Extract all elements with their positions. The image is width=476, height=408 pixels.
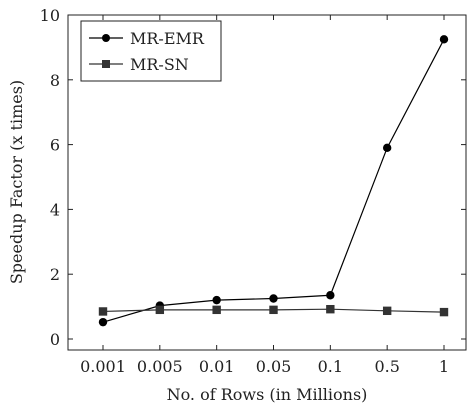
- plot-frame: [67, 14, 467, 351]
- legend-marker-mr-sn: [102, 60, 110, 68]
- y-tick-label: 4: [50, 200, 60, 219]
- x-tick-label: 0.5: [374, 357, 399, 376]
- data-point-mr-emr: [98, 317, 108, 327]
- legend-label-mr-emr: MR-EMR: [130, 29, 205, 48]
- data-point-mr-emr: [439, 35, 449, 44]
- data-point-mr-sn: [155, 305, 165, 315]
- x-tick-label: 0.1: [318, 357, 343, 376]
- y-axis-title: Speedup Factor (x times): [7, 80, 26, 284]
- y-tick-label: 10: [40, 6, 60, 25]
- y-tick-label: 8: [50, 71, 60, 90]
- y-axis: 0 2 4 6 8 10: [40, 6, 466, 349]
- legend: MR-EMR MR-SN: [80, 20, 222, 82]
- series-line-mr-emr: [102, 39, 445, 323]
- data-point-mr-sn: [98, 307, 108, 316]
- y-tick-label: 0: [50, 330, 60, 349]
- data-point-mr-emr: [269, 294, 278, 303]
- legend-entry-mr-emr: MR-EMR: [89, 29, 205, 48]
- x-tick-label: 0.01: [199, 357, 235, 376]
- x-tick-label: 0.005: [137, 357, 183, 376]
- legend-label-mr-sn: MR-SN: [130, 55, 189, 74]
- x-axis-title: No. of Rows (in Millions): [167, 385, 368, 404]
- data-point-mr-sn: [382, 306, 392, 316]
- x-axis: 0.001 0.005 0.01 0.05 0.1 0.5 1: [80, 15, 449, 376]
- data-point-mr-emr: [212, 295, 221, 305]
- legend-box: [80, 20, 222, 82]
- data-point-mr-sn: [269, 305, 278, 315]
- series-layer: [98, 35, 449, 327]
- data-point-mr-sn: [439, 307, 449, 317]
- x-tick-label: 0.001: [80, 357, 126, 376]
- data-point-mr-sn: [326, 304, 335, 314]
- data-point-mr-emr: [382, 143, 392, 153]
- y-tick-label: 6: [50, 136, 60, 155]
- legend-entry-mr-sn: MR-SN: [89, 55, 189, 74]
- data-point-mr-sn: [212, 305, 221, 315]
- y-tick-label: 2: [50, 265, 60, 284]
- legend-marker-mr-emr: [102, 34, 110, 42]
- x-tick-label: 1: [439, 357, 449, 376]
- x-tick-label: 0.05: [256, 357, 292, 376]
- data-point-mr-emr: [326, 291, 335, 300]
